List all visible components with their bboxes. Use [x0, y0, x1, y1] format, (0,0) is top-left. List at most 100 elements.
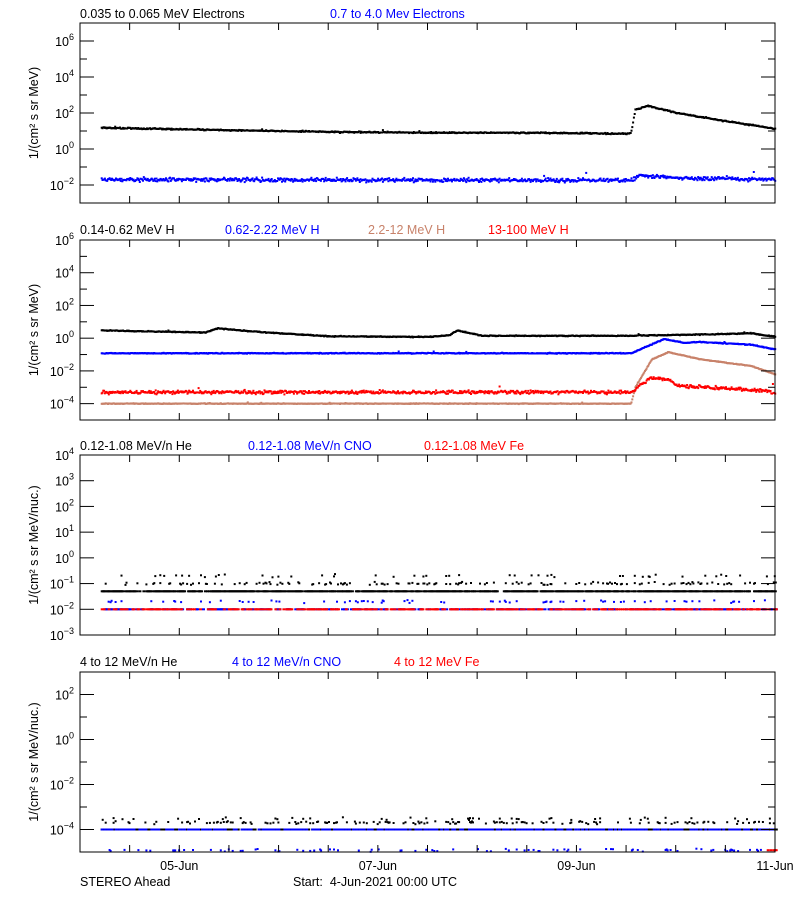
data-point [651, 177, 654, 179]
data-point [372, 390, 375, 393]
data-point [743, 331, 746, 334]
data-point [632, 179, 635, 182]
data-points [100, 327, 777, 406]
data-point [173, 177, 175, 180]
data-point [284, 180, 287, 183]
data-point [568, 179, 571, 182]
data-point [512, 391, 515, 394]
data-point [486, 392, 489, 394]
data-point [323, 180, 326, 183]
data-point [222, 177, 225, 180]
data-point [650, 174, 653, 177]
data-point [546, 180, 549, 183]
data-point [242, 391, 245, 394]
data-point [571, 179, 574, 182]
data-point [226, 179, 229, 182]
y-axis-label: 1/(cm² s sr MeV) [27, 67, 41, 159]
data-point [345, 178, 348, 181]
data-point [377, 177, 380, 180]
data-point [564, 391, 567, 394]
data-point [110, 179, 113, 181]
data-point [331, 179, 334, 182]
data-point [137, 177, 140, 180]
data-point [773, 178, 776, 181]
data-point [518, 180, 521, 183]
data-point [736, 178, 739, 180]
data-point [527, 389, 530, 392]
data-point [186, 392, 189, 395]
data-point [153, 177, 156, 180]
data-point [135, 389, 138, 392]
data-point [349, 390, 352, 393]
data-point [482, 178, 485, 181]
data-point [606, 177, 609, 180]
data-point [557, 393, 560, 396]
data-point [378, 389, 381, 391]
data-point [356, 393, 359, 395]
data-point [242, 177, 245, 180]
data-point [637, 381, 640, 384]
data-point [387, 180, 390, 183]
data-point [609, 390, 612, 393]
data-point [335, 179, 337, 182]
data-point [506, 392, 509, 395]
data-point [536, 178, 539, 181]
data-point [238, 178, 241, 180]
data-point [155, 393, 158, 396]
data-point [553, 179, 556, 182]
data-point [258, 390, 261, 393]
data-point [359, 178, 362, 181]
data-point [153, 391, 156, 394]
data-point [132, 178, 135, 181]
data-point [395, 177, 398, 180]
data-point [613, 179, 616, 182]
data-point [481, 177, 484, 180]
data-point [630, 401, 633, 404]
y-tick-label: 10−2 [50, 176, 74, 193]
data-point [235, 178, 238, 180]
data-point [543, 179, 546, 181]
data-point [127, 177, 130, 180]
data-point [583, 389, 586, 392]
data-point [431, 352, 434, 355]
data-point [585, 171, 588, 174]
data-point [703, 179, 706, 182]
data-point [245, 179, 248, 182]
data-point [702, 178, 704, 181]
data-point [633, 179, 636, 182]
data-point [144, 177, 147, 180]
y-axis-label: 1/(cm² s sr MeV/nuc.) [27, 485, 41, 604]
data-point [394, 179, 397, 181]
data-point [484, 390, 487, 393]
data-point [365, 389, 368, 392]
data-point [643, 371, 646, 374]
data-point [644, 370, 646, 372]
data-point [559, 179, 561, 182]
data-point [646, 174, 649, 177]
data-point [128, 391, 131, 393]
data-point [228, 179, 231, 182]
data-point [408, 179, 411, 182]
data-point [633, 113, 636, 115]
data-point [348, 180, 351, 183]
data-point [655, 175, 658, 178]
data-point [259, 392, 262, 395]
data-point [331, 391, 333, 394]
data-point [485, 390, 488, 393]
data-point [261, 128, 264, 131]
data-point [661, 175, 664, 178]
series-2 [100, 171, 777, 184]
data-point [743, 179, 746, 182]
data-point [539, 179, 542, 182]
data-point [109, 392, 112, 395]
data-point [636, 176, 639, 178]
data-point [657, 175, 660, 178]
data-point [282, 390, 285, 393]
data-point [238, 179, 241, 182]
data-point [175, 179, 178, 182]
data-point [459, 177, 462, 180]
y-tick-label: 102 [55, 104, 74, 121]
data-point [526, 179, 529, 182]
data-point [115, 391, 118, 394]
data-point [434, 392, 437, 395]
